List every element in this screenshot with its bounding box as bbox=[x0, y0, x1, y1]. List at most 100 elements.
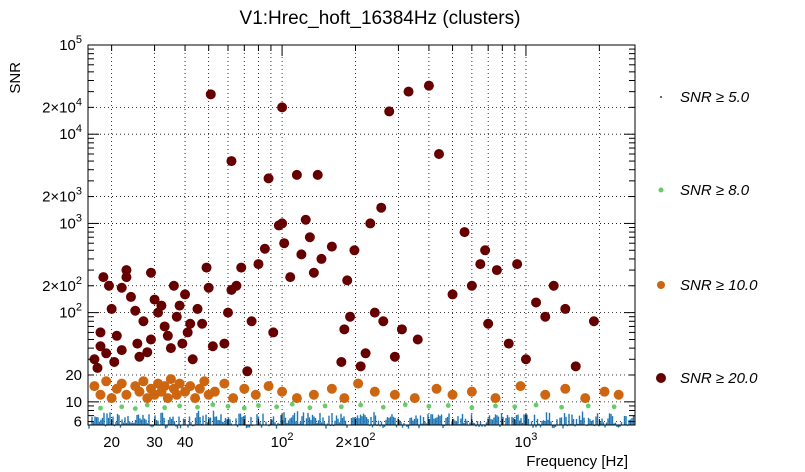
point-snr-10 bbox=[209, 386, 220, 397]
point-snr-20 bbox=[291, 169, 302, 180]
point-snr-20 bbox=[369, 307, 380, 318]
y-axis-label: SNR bbox=[7, 62, 24, 94]
point-snr-20 bbox=[130, 305, 141, 316]
point-snr-10 bbox=[308, 389, 319, 400]
point-snr-20 bbox=[342, 275, 353, 286]
point-snr-20 bbox=[365, 218, 376, 229]
point-snr-10 bbox=[106, 393, 117, 404]
point-snr-20 bbox=[376, 202, 387, 213]
point-snr-20 bbox=[201, 262, 212, 273]
point-snr-20 bbox=[162, 330, 173, 341]
point-snr-20 bbox=[326, 241, 337, 252]
point-snr-10 bbox=[171, 389, 182, 400]
point-snr-8 bbox=[338, 404, 344, 410]
point-snr-20 bbox=[159, 321, 170, 332]
point-snr-20 bbox=[121, 265, 132, 276]
point-snr-20 bbox=[171, 311, 182, 322]
point-snr-10 bbox=[353, 378, 364, 389]
point-snr-20 bbox=[177, 338, 188, 349]
point-snr-8 bbox=[241, 405, 247, 411]
x-tick-label: 102 bbox=[271, 431, 294, 451]
point-snr-20 bbox=[145, 267, 156, 278]
y-tick-label: 20 bbox=[65, 367, 82, 384]
point-snr-20 bbox=[483, 318, 494, 329]
y-tick-label: 2×104 bbox=[42, 96, 82, 116]
point-snr-20 bbox=[316, 253, 327, 264]
point-snr-8 bbox=[177, 403, 183, 409]
point-snr-20 bbox=[185, 318, 196, 329]
point-snr-10 bbox=[162, 393, 173, 404]
point-snr-20 bbox=[336, 356, 347, 367]
point-snr-20 bbox=[434, 149, 445, 160]
point-snr-8 bbox=[533, 402, 539, 408]
legend-label: SNR ≥ 20.0 bbox=[680, 370, 758, 387]
point-snr-20 bbox=[540, 311, 551, 322]
point-snr-20 bbox=[89, 354, 100, 365]
point-snr-20 bbox=[205, 89, 216, 100]
y-tick-label: 6 bbox=[74, 414, 82, 431]
point-snr-8 bbox=[469, 405, 475, 411]
point-snr-10 bbox=[159, 381, 170, 392]
point-snr-20 bbox=[145, 334, 156, 345]
point-snr-10 bbox=[339, 393, 350, 404]
point-snr-20 bbox=[142, 347, 153, 358]
point-snr-8 bbox=[98, 405, 103, 411]
point-snr-10 bbox=[121, 389, 132, 400]
point-snr-20 bbox=[222, 307, 233, 318]
point-snr-20 bbox=[101, 348, 112, 359]
point-snr-20 bbox=[116, 345, 127, 356]
point-snr-20 bbox=[263, 173, 274, 184]
legend-marker bbox=[656, 373, 666, 383]
point-snr-10 bbox=[250, 389, 261, 400]
point-snr-10 bbox=[409, 393, 420, 404]
point-snr-10 bbox=[174, 378, 185, 389]
point-snr-20 bbox=[279, 238, 290, 249]
point-snr-20 bbox=[109, 356, 120, 367]
point-snr-10 bbox=[89, 381, 100, 392]
point-snr-20 bbox=[197, 318, 208, 329]
point-snr-20 bbox=[396, 324, 407, 335]
point-snr-20 bbox=[125, 291, 136, 302]
point-snr-20 bbox=[389, 351, 400, 362]
point-snr-20 bbox=[512, 259, 523, 270]
point-snr-20 bbox=[121, 272, 132, 283]
point-snr-20 bbox=[226, 156, 237, 167]
point-snr-20 bbox=[277, 102, 288, 113]
point-snr-20 bbox=[491, 265, 502, 276]
point-snr-10 bbox=[291, 393, 302, 404]
point-snr-20 bbox=[378, 316, 389, 327]
x-tick-label: 20 bbox=[103, 434, 120, 451]
point-snr-20 bbox=[384, 106, 395, 117]
point-snr-20 bbox=[296, 249, 307, 260]
point-snr-20 bbox=[182, 327, 193, 338]
point-snr-10 bbox=[190, 393, 201, 404]
point-snr-8 bbox=[162, 405, 168, 411]
point-snr-20 bbox=[106, 303, 117, 314]
x-tick-label: 30 bbox=[146, 434, 163, 451]
point-snr-20 bbox=[207, 341, 218, 352]
point-snr-10 bbox=[194, 383, 205, 394]
point-snr-20 bbox=[531, 297, 542, 308]
legend-label: SNR ≥ 8.0 bbox=[680, 182, 750, 199]
point-snr-20 bbox=[349, 245, 360, 256]
point-snr-10 bbox=[540, 389, 551, 400]
point-snr-20 bbox=[447, 289, 458, 300]
point-snr-20 bbox=[219, 338, 230, 349]
y-tick-label: 104 bbox=[59, 123, 82, 143]
point-snr-20 bbox=[180, 289, 191, 300]
point-snr-20 bbox=[459, 227, 470, 238]
point-snr-8 bbox=[256, 403, 261, 408]
point-snr-20 bbox=[103, 280, 114, 291]
legend-marker bbox=[658, 187, 664, 193]
y-tick-label: 2×102 bbox=[42, 275, 82, 295]
point-snr-10 bbox=[490, 393, 501, 404]
legend-label: SNR ≥ 10.0 bbox=[680, 277, 758, 294]
point-snr-8 bbox=[307, 405, 313, 411]
point-snr-20 bbox=[475, 259, 486, 270]
point-snr-10 bbox=[134, 386, 145, 397]
point-snr-8 bbox=[358, 402, 364, 408]
point-snr-20 bbox=[174, 300, 185, 311]
point-snr-10 bbox=[580, 393, 591, 404]
point-snr-20 bbox=[312, 169, 323, 180]
